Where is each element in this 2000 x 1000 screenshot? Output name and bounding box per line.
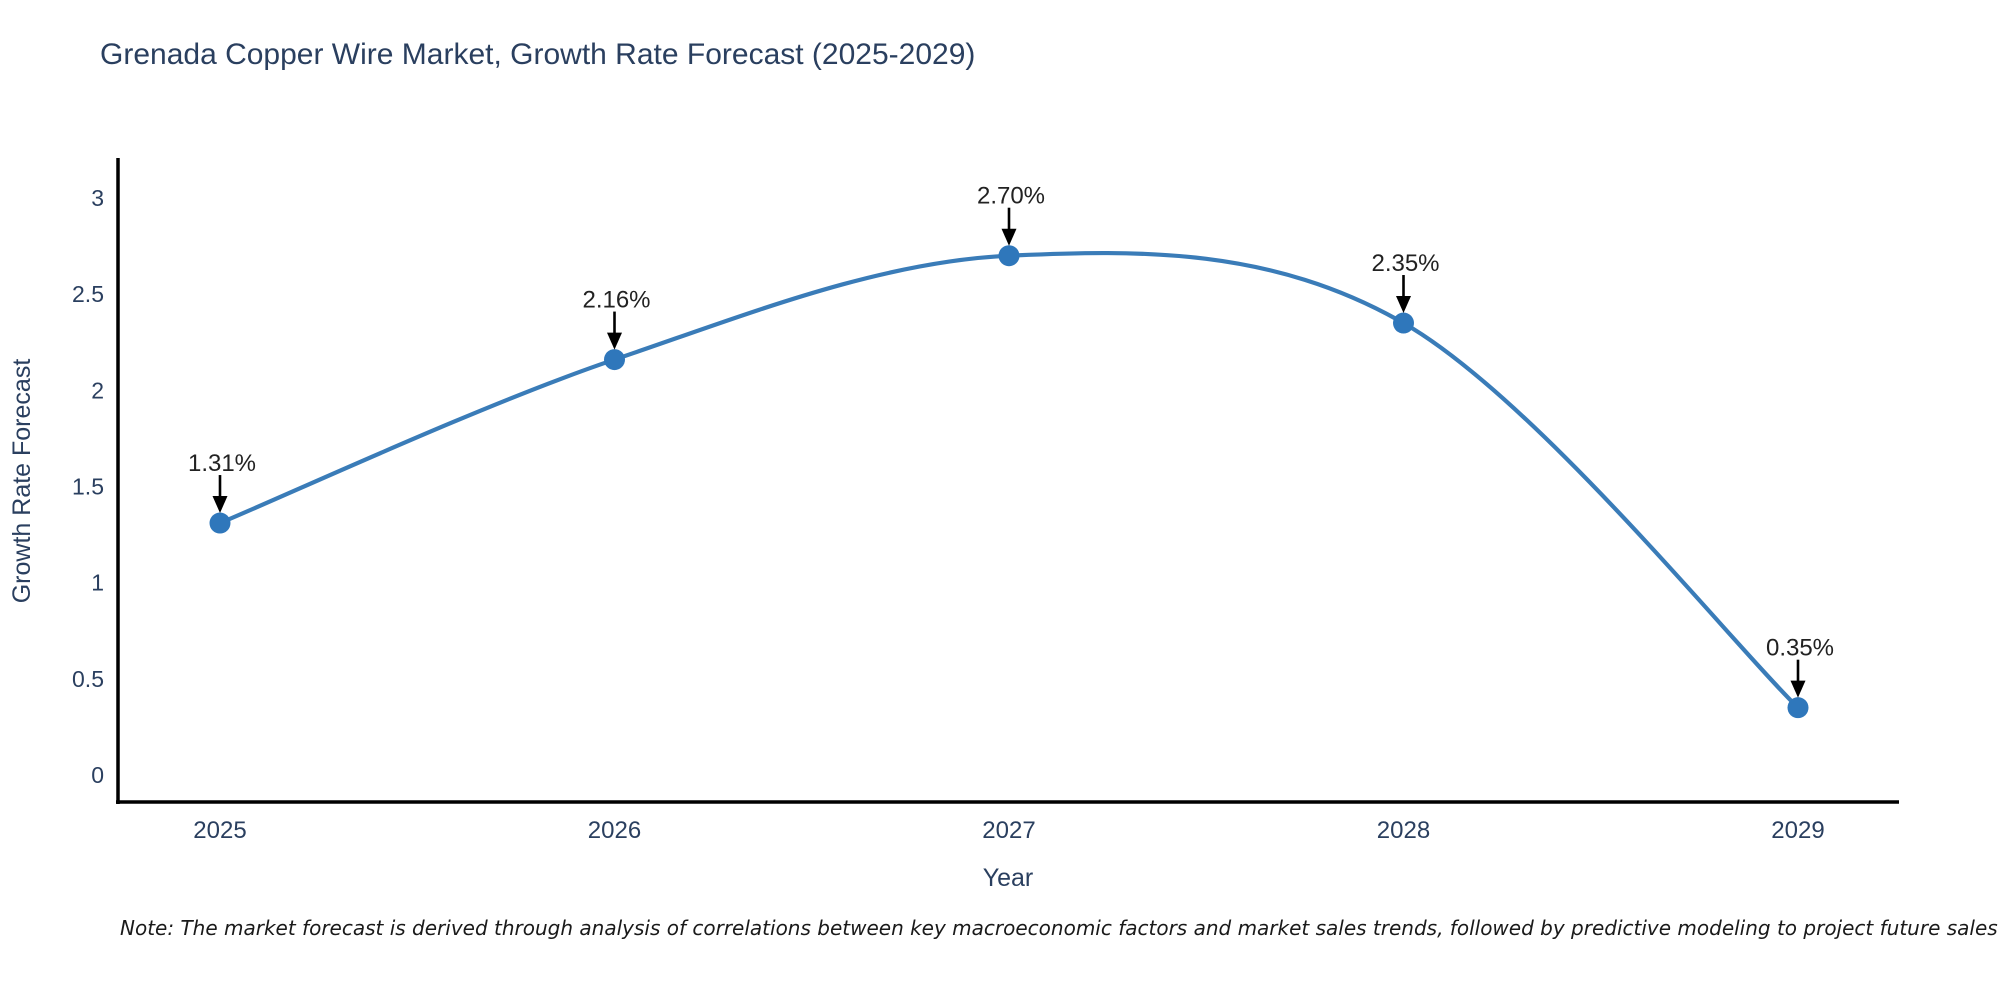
data-point-marker	[998, 245, 1020, 267]
y-tick-label: 1.5	[72, 474, 104, 500]
x-tick-label: 2028	[1377, 817, 1430, 844]
x-tick-label: 2027	[982, 817, 1035, 844]
annotation-arrow-head	[1396, 296, 1411, 314]
data-point-label: 1.31%	[188, 450, 256, 477]
y-tick-label: 0.5	[72, 666, 104, 692]
annotation-arrow-head	[607, 332, 622, 350]
data-point-marker	[604, 349, 625, 371]
x-tick-label: 2026	[588, 817, 641, 844]
data-point-marker	[209, 512, 231, 534]
y-tick-label: 0	[91, 762, 104, 788]
y-tick-label: 2	[91, 377, 104, 403]
chart-title: Grenada Copper Wire Market, Growth Rate …	[100, 38, 976, 71]
annotation-arrow-head	[1790, 680, 1806, 698]
y-tick-label: 2.5	[72, 281, 104, 307]
y-tick-label: 1	[91, 570, 104, 596]
annotation-arrow-head	[212, 496, 228, 514]
data-point-marker	[1787, 697, 1809, 719]
forecast-line	[217, 250, 1801, 710]
x-tick-label: 2025	[193, 817, 246, 844]
data-point-label: 2.35%	[1371, 250, 1439, 277]
x-tick-label: 2029	[1771, 817, 1824, 844]
y-tick-label: 3	[91, 185, 104, 211]
x-axis-title: Year	[983, 864, 1034, 892]
footnote: Note: The market forecast is derived thr…	[120, 916, 1998, 940]
y-axis-title: Growth Rate Forecast	[8, 359, 36, 604]
data-point-label: 2.70%	[977, 183, 1045, 210]
data-point-label: 2.16%	[582, 287, 650, 314]
annotation-arrow-head	[1001, 228, 1017, 246]
data-point-marker	[1393, 312, 1414, 334]
data-point-label: 0.35%	[1766, 635, 1834, 662]
